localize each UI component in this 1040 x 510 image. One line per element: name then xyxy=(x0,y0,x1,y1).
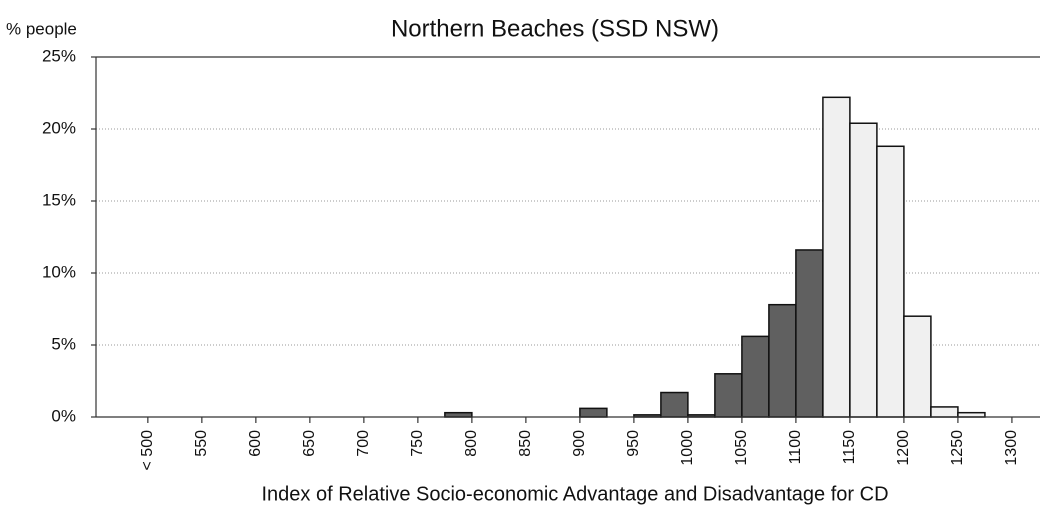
y-tick-label: 20% xyxy=(42,118,76,137)
bar xyxy=(741,335,770,418)
x-tick-label: 1250 xyxy=(949,430,966,466)
x-tick-label: 1000 xyxy=(679,430,696,466)
y-axis-label: % people xyxy=(6,19,77,38)
x-tick-label: 900 xyxy=(571,430,588,457)
bar xyxy=(849,122,878,418)
y-tick-label: 5% xyxy=(51,334,76,353)
bar xyxy=(795,249,824,418)
bar xyxy=(957,411,986,418)
x-tick-label: 700 xyxy=(355,430,372,457)
bar xyxy=(444,411,473,418)
bar xyxy=(876,145,905,418)
x-tick-label: 850 xyxy=(517,430,534,457)
chart-title: Northern Beaches (SSD NSW) xyxy=(391,15,719,42)
x-tick-label: 800 xyxy=(463,430,480,457)
x-axis-label: Index of Relative Socio-economic Advanta… xyxy=(261,483,888,505)
bar xyxy=(714,373,743,418)
x-tick-label: 1150 xyxy=(841,430,858,465)
x-tick-label: 1300 xyxy=(1003,430,1020,466)
y-tick-label: 10% xyxy=(42,262,76,281)
bar xyxy=(768,303,797,418)
x-tick-label: 1050 xyxy=(733,430,750,466)
bar xyxy=(822,96,851,418)
x-tick-label: 600 xyxy=(247,430,264,457)
y-tick-label: 25% xyxy=(42,46,76,65)
y-tick-label: 15% xyxy=(42,190,76,209)
bar xyxy=(660,391,689,418)
x-tick-label: 750 xyxy=(409,430,426,457)
bar xyxy=(579,407,608,418)
bar xyxy=(903,315,932,418)
x-tick-label: < 500 xyxy=(139,430,156,471)
x-tick-label: 950 xyxy=(625,430,642,457)
x-tick-label: 1200 xyxy=(895,430,912,466)
x-tick-label: 550 xyxy=(193,430,210,457)
y-tick-label: 0% xyxy=(51,406,76,425)
bar xyxy=(930,406,959,418)
x-tick-label: 1100 xyxy=(787,430,804,465)
x-tick-label: 650 xyxy=(301,430,318,457)
